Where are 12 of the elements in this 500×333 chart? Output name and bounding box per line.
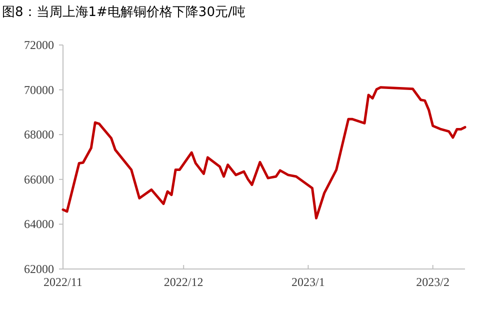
x-tick-label: 2023/1 <box>292 275 325 289</box>
y-tick-label: 70000 <box>24 82 54 97</box>
chart-title: 图8：当周上海1#电解铜价格下降30元/吨 <box>2 5 246 20</box>
y-tick-label: 66000 <box>24 172 54 186</box>
x-tick-label: 2023/2 <box>416 275 450 289</box>
y-tick-label: 68000 <box>24 128 54 142</box>
y-tick-label: 72000 <box>24 38 54 52</box>
line-series <box>62 86 466 220</box>
y-tick-label: 62000 <box>24 262 54 276</box>
x-tick-label: 2022/11 <box>44 275 82 289</box>
x-tick-label: 2022/12 <box>164 275 204 289</box>
y-tick-label: 64000 <box>24 217 54 232</box>
